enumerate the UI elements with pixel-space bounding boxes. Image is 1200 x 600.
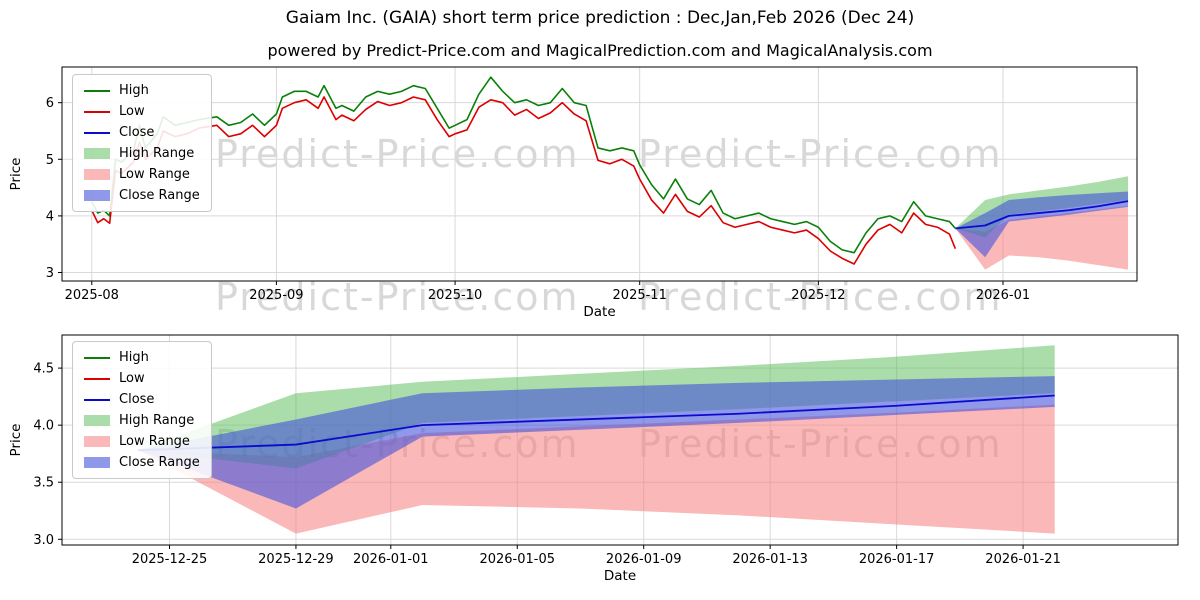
legend: High Low Close High Range Low Range Close Ran… <box>72 341 212 479</box>
x-tick-label: 2025-08 <box>65 288 119 303</box>
low-range-band <box>137 404 1055 534</box>
price-history-chart: 2025-08 2025-09 2025-10 2025-11 2025-12 2026-… <box>8 66 1138 320</box>
legend-line-swatch <box>84 131 110 134</box>
y-tick-label: 4.5 <box>33 362 54 377</box>
x-tick-label: 2026-01-05 <box>479 552 555 567</box>
x-tick-label: 2026-01-01 <box>353 552 429 567</box>
y-tick-label: 4.0 <box>33 419 54 434</box>
legend-label: Close <box>119 392 155 407</box>
legend-label: Close Range <box>119 188 200 203</box>
legend-item-high: High <box>84 82 200 99</box>
high-line <box>91 76 956 254</box>
legend-label: Low Range <box>119 167 190 182</box>
x-tick-label: 2026-01 <box>976 288 1030 303</box>
forecast-detail-chart: 2025-12-25 2025-12-29 2026-01-01 2026-01-05… <box>8 334 1179 584</box>
legend-patch-swatch <box>84 148 110 159</box>
x-tick-label: 2025-10 <box>428 288 482 303</box>
legend-line-swatch <box>84 356 110 359</box>
legend-line-swatch <box>84 110 110 113</box>
legend-label: Low <box>119 104 145 119</box>
plot-border <box>61 66 1138 282</box>
y-tick-label: 3.5 <box>33 476 54 491</box>
y-tick-label: 4 <box>46 209 54 224</box>
x-tick-label: 2025-11 <box>613 288 667 303</box>
plot-border <box>61 334 1179 546</box>
x-axis-label: Date <box>604 568 636 584</box>
legend-item-close-range: Close Range <box>84 454 200 471</box>
legend-patch-swatch <box>84 190 110 201</box>
x-tick-label: 2026-01-17 <box>859 552 935 567</box>
legend-item-low-range: Low Range <box>84 433 200 450</box>
legend-line-swatch <box>84 89 110 92</box>
x-tick-label: 2026-01-13 <box>732 552 808 567</box>
x-tick-label: 2025-09 <box>249 288 303 303</box>
legend-item-high-range: High Range <box>84 145 200 162</box>
x-axis-label: Date <box>583 304 615 320</box>
x-tick-label: 2026-01-21 <box>985 552 1061 567</box>
legend-label: Low <box>119 371 145 386</box>
legend-line-swatch <box>84 377 110 380</box>
legend-item-low: Low <box>84 370 200 387</box>
chart-subtitle: powered by Predict-Price.com and Magical… <box>267 41 933 60</box>
close-forecast-line <box>137 394 1055 452</box>
x-tick-label: 2026-01-09 <box>606 552 682 567</box>
x-tick-label: 2025-12 <box>791 288 845 303</box>
legend-patch-swatch <box>84 436 110 447</box>
y-tick-label: 3 <box>46 266 54 281</box>
legend-line-swatch <box>84 398 110 401</box>
legend-label: Low Range <box>119 434 190 449</box>
x-tick-label: 2025-12-29 <box>258 552 334 567</box>
legend-label: High <box>119 83 149 98</box>
y-tick-label: 6 <box>46 96 54 111</box>
legend-patch-swatch <box>84 169 110 180</box>
y-tick-label: 3.0 <box>33 533 54 548</box>
low-line <box>91 96 957 265</box>
legend-patch-swatch <box>84 415 110 426</box>
legend-item-high: High <box>84 349 200 366</box>
legend-item-low: Low <box>84 103 200 120</box>
y-axis-label: Price <box>8 424 24 457</box>
legend-label: High Range <box>119 413 195 428</box>
legend-item-close: Close <box>84 124 200 141</box>
close-forecast-line <box>955 200 1129 230</box>
low-range-band <box>955 205 1129 270</box>
y-tick-label: 5 <box>46 153 54 168</box>
x-tick-label: 2025-12-25 <box>132 552 208 567</box>
legend-item-low-range: Low Range <box>84 166 200 183</box>
legend-item-high-range: High Range <box>84 412 200 429</box>
legend-label: Close Range <box>119 455 200 470</box>
legend-item-close-range: Close Range <box>84 187 200 204</box>
legend-label: High Range <box>119 146 195 161</box>
y-axis-label: Price <box>8 158 24 191</box>
legend: High Low Close High Range Low Range Close Ran… <box>72 74 212 212</box>
legend-label: High <box>119 350 149 365</box>
legend-label: Close <box>119 125 155 140</box>
legend-item-close: Close <box>84 391 200 408</box>
legend-patch-swatch <box>84 457 110 468</box>
chart-title: Gaiam Inc. (GAIA) short term price predi… <box>285 8 915 28</box>
